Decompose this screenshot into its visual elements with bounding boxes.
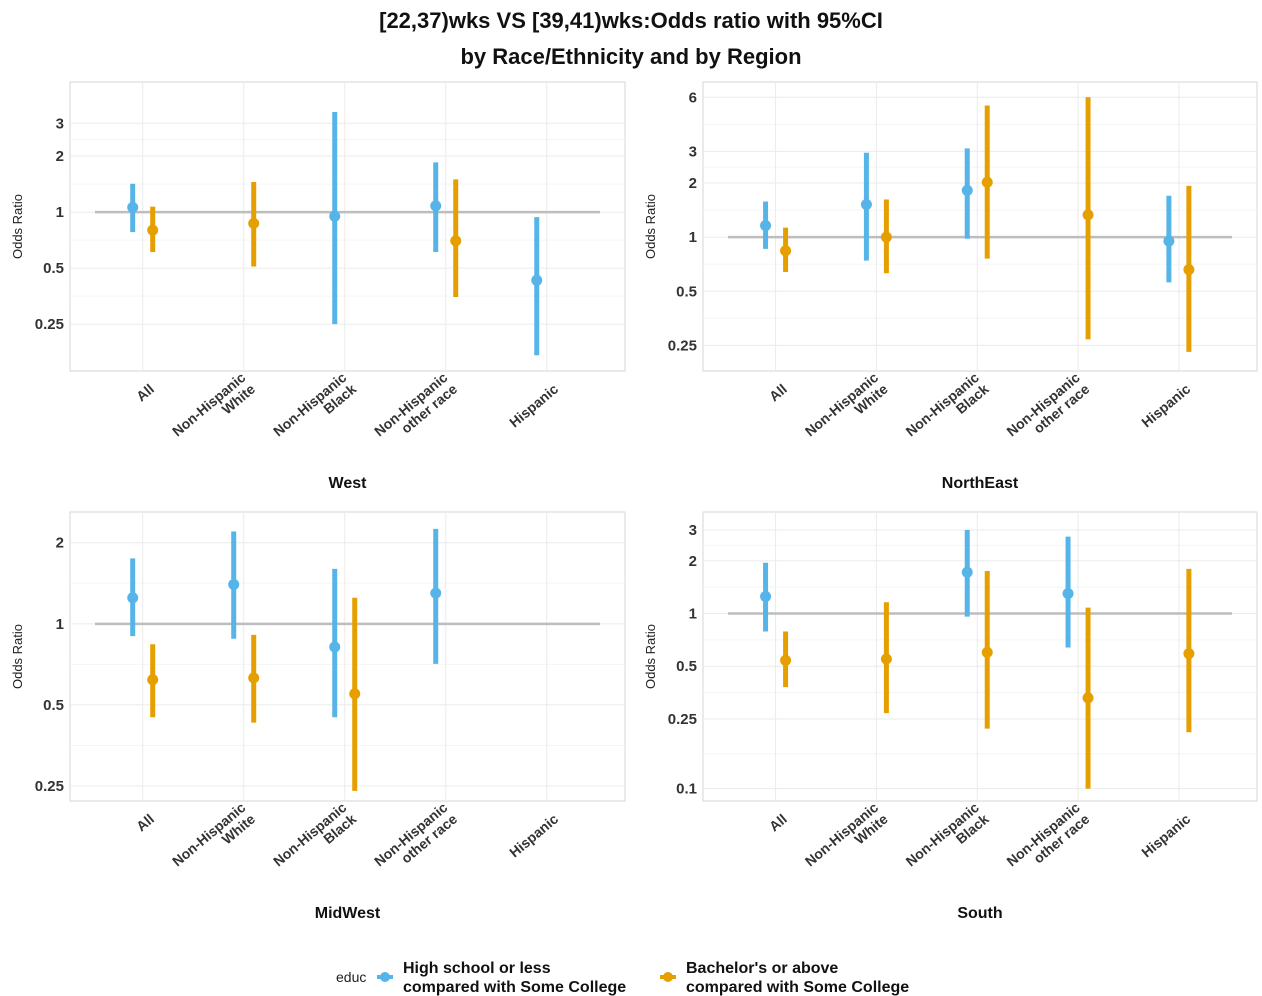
x-tick-label: Non-Hispanicother race xyxy=(1003,369,1092,451)
point-bachelor-hispanic xyxy=(1183,264,1195,276)
y-tick-label: 0.5 xyxy=(43,260,64,277)
point-bachelor-non-hispanic-white xyxy=(248,217,260,229)
y-axis-label: Odds Ratio xyxy=(643,624,658,689)
x-tick-label: Hispanic xyxy=(1138,811,1193,861)
x-tick-label: Hispanic xyxy=(506,381,561,431)
x-tick-label: All xyxy=(766,381,790,405)
y-axis-label: Odds Ratio xyxy=(10,194,25,259)
y-tick-label: 3 xyxy=(56,115,64,132)
legend-key-point xyxy=(663,972,673,982)
point-high-school-all xyxy=(760,591,772,603)
point-bachelor-non-hispanic-other-race xyxy=(450,235,462,247)
point-bachelor-non-hispanic-black xyxy=(981,646,993,658)
point-high-school-non-hispanic-black xyxy=(961,184,973,196)
point-high-school-non-hispanic-black xyxy=(961,566,973,578)
point-high-school-non-hispanic-other-race xyxy=(430,587,442,599)
legend: educ High school or less compared with Som… xyxy=(336,960,909,996)
panel-title: MidWest xyxy=(315,905,381,922)
panel-title: West xyxy=(329,475,368,492)
point-bachelor-non-hispanic-white xyxy=(880,231,892,243)
y-tick-label: 2 xyxy=(689,175,697,192)
y-tick-label: 1 xyxy=(689,229,697,246)
x-tick-label: Non-HispanicWhite xyxy=(802,799,891,881)
point-bachelor-all xyxy=(780,245,792,257)
legend-label: Bachelor's or above compared with Some Co… xyxy=(686,960,909,996)
y-tick-label: 1 xyxy=(56,616,64,633)
x-tick-label: All xyxy=(133,381,157,405)
point-bachelor-all xyxy=(780,654,792,666)
point-high-school-non-hispanic-white xyxy=(228,578,240,590)
chart-title-line-1: [22,37)wks VS [39,41)wks:Odds ratio with… xyxy=(379,8,883,33)
point-bachelor-non-hispanic-black xyxy=(981,176,993,188)
x-tick-label: Hispanic xyxy=(506,811,561,861)
y-tick-label: 2 xyxy=(56,148,64,165)
point-high-school-non-hispanic-other-race xyxy=(1062,588,1074,600)
panel-background xyxy=(702,81,1258,372)
x-tick-label: Non-Hispanicother race xyxy=(371,369,460,451)
panel-title: South xyxy=(957,905,1002,922)
x-tick-label: All xyxy=(766,811,790,835)
y-tick-label: 3 xyxy=(689,522,697,539)
x-tick-label: Non-HispanicWhite xyxy=(802,369,891,451)
legend-title: educ xyxy=(336,969,366,985)
point-bachelor-non-hispanic-other-race xyxy=(1082,209,1094,221)
x-tick-label: Non-HispanicBlack xyxy=(903,799,992,881)
y-tick-label: 0.1 xyxy=(676,781,697,798)
point-high-school-non-hispanic-other-race xyxy=(430,200,442,212)
panel-background xyxy=(69,81,626,372)
y-tick-label: 6 xyxy=(689,89,697,106)
x-tick-label: Hispanic xyxy=(1138,381,1193,431)
point-bachelor-hispanic xyxy=(1183,648,1195,660)
y-tick-label: 3 xyxy=(689,143,697,160)
point-high-school-non-hispanic-black xyxy=(329,641,341,653)
x-tick-label: Non-HispanicBlack xyxy=(903,369,992,451)
point-bachelor-all xyxy=(147,674,159,686)
point-high-school-all xyxy=(127,592,139,604)
point-bachelor-non-hispanic-black xyxy=(349,688,361,700)
point-bachelor-all xyxy=(147,224,159,236)
x-tick-label: Non-HispanicBlack xyxy=(270,799,359,881)
legend-key-point xyxy=(380,972,390,982)
y-tick-label: 0.25 xyxy=(668,711,697,728)
x-tick-label: Non-Hispanicother race xyxy=(371,799,460,881)
legend-label: High school or less compared with Some Co… xyxy=(403,960,626,996)
point-high-school-non-hispanic-black xyxy=(329,210,341,222)
x-tick-label: Non-HispanicBlack xyxy=(270,369,359,451)
chart-title-line-2: by Race/Ethnicity and by Region xyxy=(460,44,801,69)
x-tick-label: Non-HispanicWhite xyxy=(169,369,258,451)
y-axis-label: Odds Ratio xyxy=(643,194,658,259)
point-high-school-all xyxy=(760,220,772,232)
y-axis-label: Odds Ratio xyxy=(10,624,25,689)
y-tick-label: 0.5 xyxy=(43,697,64,714)
point-high-school-all xyxy=(127,201,139,213)
panel-title: NorthEast xyxy=(942,475,1019,492)
point-bachelor-non-hispanic-white xyxy=(880,653,892,665)
point-high-school-hispanic xyxy=(531,274,543,286)
point-high-school-hispanic xyxy=(1163,235,1175,247)
y-tick-label: 0.25 xyxy=(35,316,64,333)
y-tick-label: 0.25 xyxy=(668,337,697,354)
x-tick-label: Non-Hispanicother race xyxy=(1003,799,1092,881)
y-tick-label: 1 xyxy=(56,204,64,221)
point-bachelor-non-hispanic-other-race xyxy=(1082,692,1094,704)
x-tick-label: Non-HispanicWhite xyxy=(169,799,258,881)
y-tick-label: 2 xyxy=(56,535,64,552)
y-tick-label: 0.5 xyxy=(676,283,697,300)
x-tick-label: All xyxy=(133,811,157,835)
point-bachelor-non-hispanic-white xyxy=(248,672,260,684)
y-tick-label: 0.5 xyxy=(676,658,697,675)
y-tick-label: 1 xyxy=(689,606,697,623)
panel-background xyxy=(69,511,626,802)
panel-background xyxy=(702,511,1258,802)
y-tick-label: 0.25 xyxy=(35,778,64,795)
point-high-school-non-hispanic-white xyxy=(860,198,872,210)
y-tick-label: 2 xyxy=(689,553,697,570)
